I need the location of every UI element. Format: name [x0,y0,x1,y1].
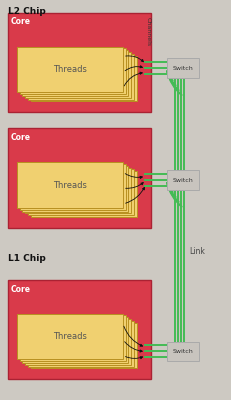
Bar [25,319,131,365]
Text: Core: Core [10,133,30,142]
Text: Threads: Threads [53,65,86,74]
Bar [28,54,134,100]
Text: Channels: Channels [145,17,150,46]
Bar [20,48,125,94]
Bar [22,166,128,212]
Text: Switch: Switch [172,178,192,182]
Bar [22,317,128,363]
Bar [20,164,125,210]
Bar [28,169,134,215]
Bar [166,170,198,190]
Text: Switch: Switch [172,66,192,71]
Bar [28,321,134,367]
Text: Threads: Threads [53,180,86,190]
Bar [25,168,131,213]
Bar [8,13,150,112]
Bar [17,46,122,92]
Text: L2 Chip: L2 Chip [8,7,45,16]
Bar [8,128,150,228]
Bar [17,162,122,208]
Bar [30,322,136,368]
Bar [8,280,150,379]
Bar [30,56,136,101]
Bar [166,58,198,78]
Text: L1 Chip: L1 Chip [8,254,45,263]
Bar [20,315,125,361]
Bar [17,314,122,360]
Bar [22,50,128,96]
Bar [166,342,198,362]
Text: Switch: Switch [172,349,192,354]
Text: Core: Core [10,284,30,294]
Text: Link: Link [189,247,205,256]
Bar [25,52,131,98]
Text: Threads: Threads [53,332,86,341]
Text: Core: Core [10,18,30,26]
Bar [30,171,136,217]
